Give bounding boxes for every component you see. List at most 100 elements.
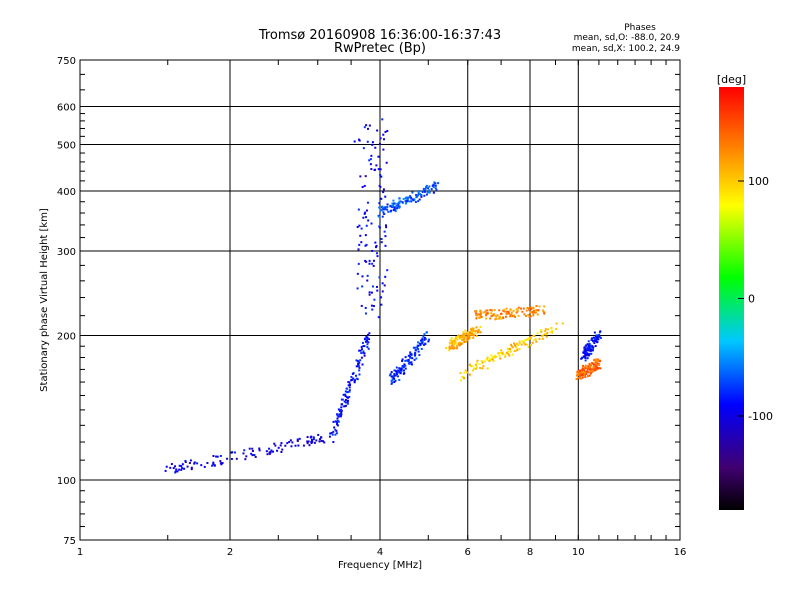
data-point [318,438,321,441]
data-point [542,310,545,313]
data-point [360,348,363,351]
data-point [360,345,363,348]
data-point [315,439,318,442]
data-point [423,338,426,341]
data-point [586,349,589,352]
data-point [270,449,273,452]
data-point [367,333,370,336]
data-point [464,335,467,338]
data-point [425,331,428,334]
data-point [475,365,478,368]
data-point [360,227,363,230]
data-point [493,309,496,312]
data-point [401,358,404,361]
data-point [340,406,343,409]
data-point [582,372,585,375]
data-point [268,451,271,454]
data-point [527,338,530,341]
data-point [384,208,387,211]
data-point [511,346,514,349]
data-point [467,333,470,336]
data-point [364,312,367,315]
data-point [588,342,591,345]
data-point [288,440,291,443]
data-point [344,404,347,407]
data-point [458,337,461,340]
data-point [471,330,474,333]
data-point [501,352,504,355]
data-point [382,208,385,211]
data-point [365,340,368,343]
data-point [370,222,373,225]
data-point [273,442,276,445]
data-point [372,264,375,267]
data-point [532,314,535,317]
data-point [404,367,407,370]
data-point [516,310,519,313]
data-point [174,471,177,474]
data-point [534,311,537,314]
data-point [451,344,454,347]
data-point [398,200,401,203]
data-point [186,465,189,468]
data-point [323,441,326,444]
data-point [332,441,335,444]
data-point [515,342,518,345]
data-point [524,343,527,346]
data-point [529,344,532,347]
data-point [414,346,417,349]
data-point [590,368,593,371]
data-point [392,202,395,205]
data-point [390,375,393,378]
data-point [422,335,425,338]
data-point [594,345,597,348]
data-point [585,367,588,370]
data-point [507,347,510,350]
data-point [384,195,387,198]
data-point [350,375,353,378]
data-point [355,365,358,368]
data-point [418,354,421,357]
data-point [409,361,412,364]
data-point [584,359,587,362]
data-point [490,354,493,357]
colorbar-tick-label: 100 [748,175,769,188]
data-point [184,459,187,462]
x-tick-label: 6 [465,547,471,558]
data-point [378,225,381,228]
data-point [502,317,505,320]
data-point [419,344,422,347]
data-point [415,357,418,360]
data-point [374,246,377,249]
data-point [485,317,488,320]
data-point [462,331,465,334]
data-point [420,339,423,342]
data-point [294,444,297,447]
data-point [595,362,598,365]
data-point [577,377,580,380]
data-point [421,338,424,341]
data-point [581,370,584,373]
data-point [408,196,411,199]
data-point [545,332,548,335]
data-point [216,455,219,458]
data-point [589,346,592,349]
data-point [428,338,431,341]
data-point [540,330,543,333]
data-point [500,349,503,352]
data-point [394,374,397,377]
data-point [405,196,408,199]
data-point [500,317,503,320]
data-point [489,308,492,311]
data-point [362,351,365,354]
data-point [271,450,274,453]
data-point [377,168,380,171]
data-point [306,436,309,439]
data-point [386,203,389,206]
data-point [470,328,473,331]
data-point [170,463,173,466]
data-point [312,436,315,439]
data-point [469,331,472,334]
data-point [531,306,534,309]
y-tick-label: 100 [57,476,76,487]
